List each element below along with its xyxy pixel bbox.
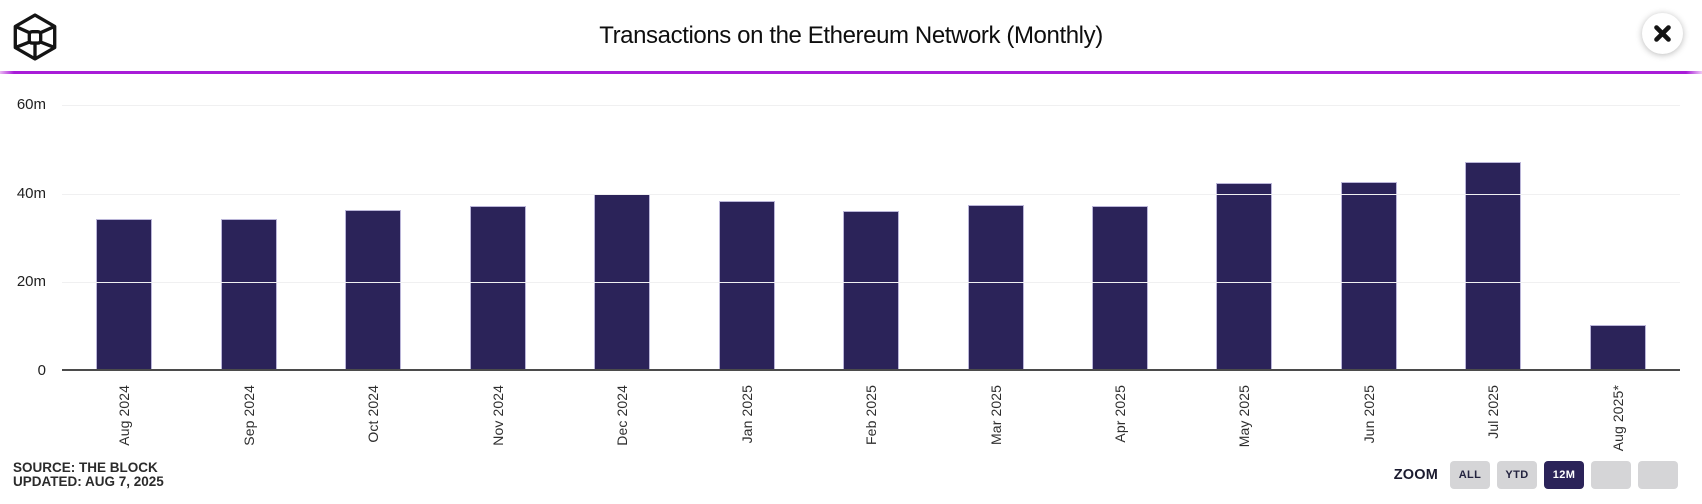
- bar-nov-2024[interactable]: [469, 206, 526, 369]
- gridline-60m: [62, 105, 1680, 106]
- zoom-button-12m[interactable]: 12M: [1544, 461, 1584, 489]
- y-axis-label: 40m: [16, 184, 46, 202]
- source-text: SOURCE: THE BLOCK: [13, 460, 158, 475]
- x-axis-label: Oct 2024: [365, 385, 382, 443]
- x-label-slot: Sep 2024: [186, 385, 310, 446]
- x-axis-label: Jun 2025: [1360, 385, 1377, 444]
- x-label-slot: Mar 2025: [933, 385, 1057, 445]
- x-axis-label: May 2025: [1236, 385, 1253, 448]
- bar-jul-2025[interactable]: [1465, 162, 1522, 369]
- zoom-buttons: ALL YTD 12M: [1450, 461, 1678, 489]
- chart-area: Aug 2024 Sep 2024 Oct 2024 Nov 2024 Dec 2024…: [0, 73, 1702, 451]
- close-icon: [1654, 25, 1671, 42]
- zoom-button-empty-4[interactable]: [1591, 461, 1631, 489]
- bar-feb-2025[interactable]: [843, 211, 900, 369]
- x-label-slot: Dec 2024: [560, 385, 684, 446]
- close-button[interactable]: [1642, 13, 1683, 54]
- y-axis-label: 0: [37, 362, 46, 379]
- x-label-slot: Jun 2025: [1307, 385, 1431, 443]
- zoom-button-empty-5[interactable]: [1638, 461, 1678, 489]
- x-axis-label: Nov 2024: [489, 385, 506, 446]
- x-label-slot: Aug 2024: [62, 385, 186, 446]
- bar-dec-2024[interactable]: [594, 193, 651, 369]
- bar-slot: [62, 73, 186, 369]
- x-axis-label: Apr 2025: [1111, 385, 1128, 443]
- zoom-controls: ZOOM ALL YTD 12M: [1394, 461, 1678, 489]
- bar-aug-2025[interactable]: [1589, 324, 1646, 369]
- x-label-slot: Aug 2025*: [1556, 385, 1680, 451]
- x-axis-label: Aug 2025*: [1609, 385, 1626, 452]
- bar-slot: [1556, 73, 1680, 369]
- updated-text: UPDATED: AUG 7, 2025: [13, 474, 164, 489]
- x-label-slot: Nov 2024: [435, 385, 559, 446]
- bar-slot: [1307, 73, 1431, 369]
- gridline-20m: [62, 282, 1680, 284]
- zoom-label: ZOOM: [1393, 467, 1438, 483]
- bar-apr-2025[interactable]: [1091, 205, 1148, 369]
- gridline-40m: [62, 193, 1680, 195]
- bar-slot: [933, 73, 1057, 369]
- bar-jun-2025[interactable]: [1340, 182, 1397, 369]
- bar-may-2025[interactable]: [1216, 182, 1273, 369]
- x-label-slot: Oct 2024: [311, 385, 435, 443]
- x-label-slot: Jul 2025: [1431, 385, 1555, 439]
- bar-jan-2025[interactable]: [718, 201, 775, 369]
- bar-aug-2024[interactable]: [96, 219, 153, 369]
- x-labels: Aug 2024 Sep 2024 Oct 2024 Nov 2024 Dec 2024…: [62, 385, 1680, 451]
- bar-slot: [560, 73, 684, 369]
- plot-area: [62, 73, 1680, 371]
- y-axis-label: 60m: [16, 96, 46, 113]
- bar-slot: [435, 73, 559, 369]
- x-label-slot: Jan 2025: [684, 385, 808, 443]
- bar-oct-2024[interactable]: [345, 209, 402, 369]
- x-axis-label: Dec 2024: [614, 385, 631, 446]
- bar-slot: [809, 73, 933, 369]
- chart-title: Transactions on the Ethereum Network (Mo…: [599, 22, 1103, 49]
- x-axis-label: Aug 2024: [116, 385, 133, 446]
- x-axis-label: Jul 2025: [1485, 385, 1502, 439]
- header: Transactions on the Ethereum Network (Mo…: [0, 0, 1702, 74]
- zoom-button-all[interactable]: ALL: [1450, 461, 1490, 489]
- x-axis-label: Jan 2025: [738, 385, 755, 444]
- bar-mar-2025[interactable]: [967, 204, 1024, 369]
- bar-slot: [186, 73, 310, 369]
- zoom-button-ytd[interactable]: YTD: [1497, 461, 1537, 489]
- x-label-slot: Apr 2025: [1058, 385, 1182, 443]
- x-label-slot: May 2025: [1182, 385, 1306, 447]
- x-axis-label: Sep 2024: [240, 385, 257, 446]
- source-block: SOURCE: THE BLOCK UPDATED: AUG 7, 2025: [13, 460, 164, 489]
- the-block-logo-icon: [13, 13, 57, 61]
- x-axis-label: Feb 2025: [863, 385, 880, 445]
- bar-sep-2024[interactable]: [220, 218, 277, 369]
- bar-slot: [1182, 73, 1306, 369]
- bar-slot: [311, 73, 435, 369]
- accent-divider: [0, 71, 1702, 74]
- bar-slot: [1431, 73, 1555, 369]
- bar-slot: [684, 73, 808, 369]
- y-axis-label: 20m: [16, 273, 46, 291]
- x-axis-label: Mar 2025: [987, 385, 1004, 445]
- bar-slot: [1058, 73, 1182, 369]
- x-label-slot: Feb 2025: [809, 385, 933, 445]
